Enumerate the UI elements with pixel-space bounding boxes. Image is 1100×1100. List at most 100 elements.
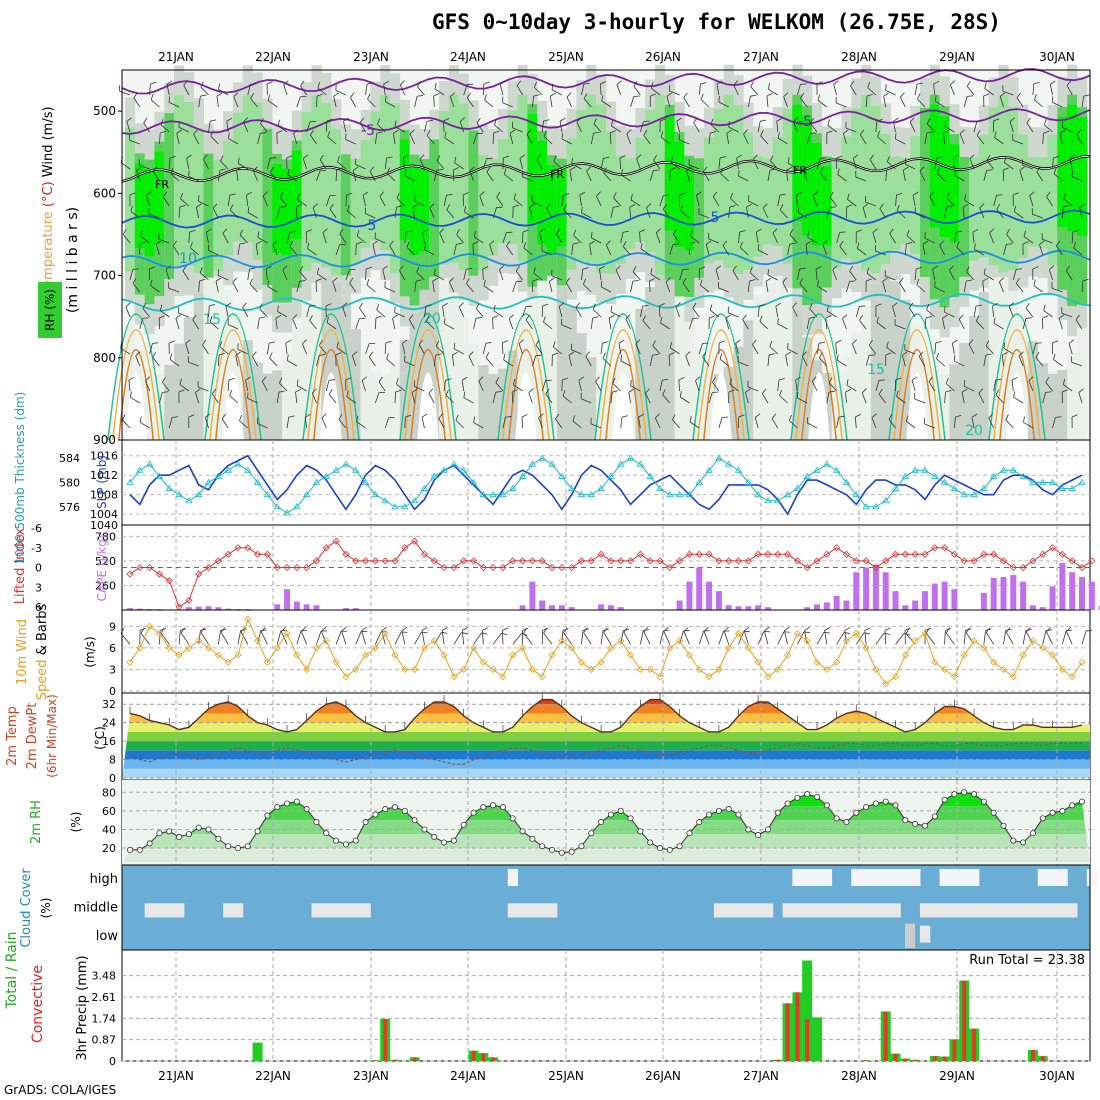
wind-barb [568, 355, 573, 367]
wind-barb [743, 133, 749, 145]
wind-barb [172, 240, 177, 247]
wind-barb [787, 244, 791, 256]
wind-speed-point [479, 658, 487, 666]
wind-barb [843, 133, 847, 145]
wind-barb [429, 207, 435, 219]
surface-wind-barb [723, 630, 730, 645]
wind-barb [749, 272, 759, 281]
wind-barb [473, 133, 478, 145]
x-tick-label-bottom: 29JAN [939, 1069, 975, 1083]
wind-barb [726, 133, 730, 145]
wind-barb [549, 277, 555, 282]
cloud-cell [713, 903, 725, 918]
wind-barb [777, 195, 781, 207]
wind-barb [396, 192, 400, 199]
wind-barb [768, 83, 770, 90]
wind-barb [325, 195, 331, 207]
wind-barb [132, 283, 141, 293]
wind-barb [760, 119, 767, 122]
rh-band-low [978, 292, 990, 440]
wind-barb [272, 240, 278, 246]
wind-barb [663, 208, 671, 219]
wind-barb [1015, 277, 1020, 284]
cape-bar [725, 605, 732, 610]
rh-point [519, 828, 526, 835]
wind-barb [649, 278, 655, 282]
surface-wind-barb [1046, 631, 1053, 645]
wind-barb [1018, 351, 1024, 357]
lifted-index-point [577, 557, 586, 565]
wind-barb [553, 168, 560, 171]
wind-barb [126, 117, 132, 122]
wind-barb [889, 233, 896, 244]
wind-barb [225, 306, 229, 318]
rh-band-low [399, 339, 411, 440]
wind-barb [374, 133, 378, 145]
rh-point [764, 826, 771, 833]
wind-barb [228, 377, 235, 381]
wind-speed-point [214, 651, 222, 659]
wind-barb [237, 157, 240, 164]
wind-barb [859, 134, 867, 145]
thickness-point [391, 503, 399, 510]
wind-barb [404, 232, 407, 244]
wind-barb [934, 343, 937, 355]
wind-barb [967, 95, 974, 97]
precip-convective-bar [491, 1057, 496, 1061]
wind-barb [616, 84, 622, 96]
wind-barb [332, 277, 338, 282]
wind-barb [1061, 312, 1073, 318]
wind-barb [1003, 167, 1009, 171]
thickness-point [558, 472, 566, 479]
wind-barb [1081, 96, 1085, 108]
wind-barb [986, 169, 993, 171]
wind-barb [496, 196, 504, 207]
wind-barb [837, 168, 840, 175]
rh-band-low [429, 276, 440, 440]
wind-barb [494, 124, 504, 133]
rh-point [225, 843, 232, 850]
thickness-point [1058, 484, 1067, 491]
wind-barb [802, 170, 808, 182]
isotherm-lobe [508, 348, 544, 441]
wind-barb [615, 265, 621, 271]
wind-barb [739, 230, 746, 233]
wind-barb [1045, 376, 1050, 383]
thickness-point [999, 466, 1008, 473]
wind-barb [625, 314, 631, 320]
wind-barb [293, 129, 299, 134]
wind-barb [586, 170, 592, 182]
rh-point [1039, 815, 1046, 822]
wind-barb [682, 282, 690, 293]
wind-barb [916, 82, 924, 85]
cloud-cell [792, 869, 803, 886]
rh-band-moist [821, 166, 833, 246]
wind-barb [928, 376, 933, 382]
wind-barb [612, 377, 616, 384]
rh-point [784, 800, 791, 807]
cape-bar [843, 600, 850, 610]
wind-barb [169, 359, 180, 367]
wind-barb [747, 386, 759, 392]
wind-barb [1043, 130, 1050, 134]
wind-barb [985, 345, 994, 355]
wind-barb [993, 322, 1004, 330]
rh-point [529, 835, 536, 842]
lifted-index-point [568, 563, 576, 572]
rh-band-low [959, 342, 970, 440]
wind-barb [546, 208, 553, 219]
rh-point [892, 802, 899, 809]
wind-barb [666, 92, 673, 97]
thickness-point [234, 460, 242, 467]
wind-barb [496, 191, 501, 198]
wind-barb [169, 353, 173, 360]
wind-barb [1076, 134, 1083, 145]
rh-point [637, 828, 644, 835]
isotherm-lobe [899, 348, 935, 441]
wind-barb [836, 232, 841, 244]
surface-wind-barb [492, 632, 502, 645]
wind-barb [852, 158, 857, 170]
wind-barb [718, 340, 725, 344]
wind-barb [865, 201, 877, 207]
wind-barb [979, 203, 985, 209]
